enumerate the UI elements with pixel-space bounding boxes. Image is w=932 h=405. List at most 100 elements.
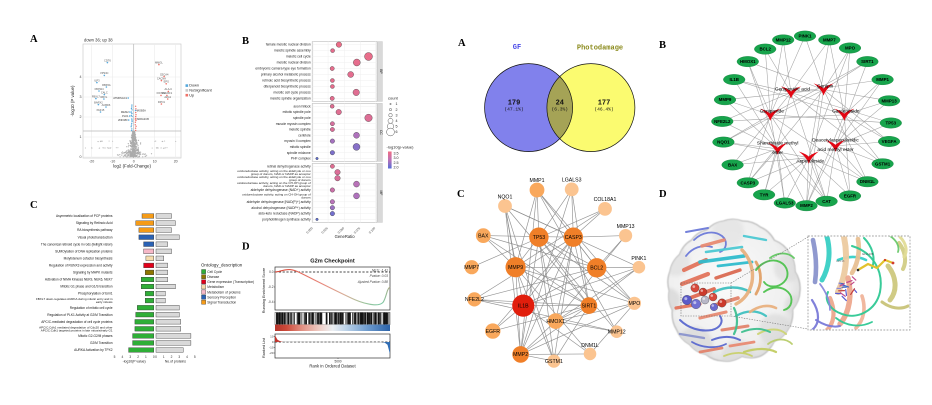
svg-text:mitotic spindle pole: mitotic spindle pole [283, 110, 311, 114]
svg-text:DNM1L: DNM1L [581, 343, 599, 349]
svg-text:Shanzhiside methyl: Shanzhiside methyl [757, 140, 799, 146]
svg-text:6: 6 [396, 130, 398, 134]
svg-text:MMP12: MMP12 [608, 330, 626, 336]
svg-text:3: 3 [80, 95, 82, 99]
svg-text:Running Enrichment Score: Running Enrichment Score [262, 268, 266, 313]
svg-text:EGFR: EGFR [486, 329, 501, 335]
svg-text:PAF15: PAF15 [97, 108, 105, 112]
svg-text:Ranked List: Ranked List [262, 337, 266, 358]
svg-text:Phosphorylation of Emi1: Phosphorylation of Emi1 [78, 292, 113, 296]
svg-text:CACNA: CACNA [157, 76, 166, 80]
svg-text:Photodamage: Photodamage [577, 45, 623, 53]
svg-text:CALC: CALC [101, 90, 108, 94]
svg-text:2: 2 [137, 355, 139, 359]
svg-text:PINK1: PINK1 [631, 256, 646, 262]
svg-text:1: 1 [396, 102, 398, 106]
svg-text:Sensory Perception: Sensory Perception [207, 295, 236, 299]
svg-text:1: 1 [145, 355, 147, 359]
svg-text:FBXL7: FBXL7 [92, 94, 100, 98]
svg-text:MMP2: MMP2 [513, 352, 528, 358]
svg-text:BAX: BAX [728, 162, 737, 167]
svg-text:ALA-C: ALA-C [165, 87, 173, 91]
svg-text:CECA4: CECA4 [160, 72, 169, 76]
svg-text:NFE2L2: NFE2L2 [714, 119, 731, 124]
svg-text:177: 177 [598, 100, 611, 108]
svg-text:MF: MF [379, 190, 383, 195]
svg-text:primary alcohol metabolic proc: primary alcohol metabolic process [261, 73, 311, 77]
svg-text:NQO1: NQO1 [717, 140, 730, 145]
svg-text:0.025: 0.025 [320, 226, 329, 235]
svg-text:porphobilinogen synthase activ: porphobilinogen synthase activity [262, 218, 311, 222]
svg-text:GLU-105: GLU-105 [862, 252, 874, 256]
svg-text:0.050: 0.050 [337, 226, 346, 235]
svg-text:D: D [242, 242, 250, 253]
svg-text:Regulation of mitotic cell cyc: Regulation of mitotic cell cycle [70, 306, 113, 310]
svg-text:group of donors, NAD or NADP a: group of donors, NAD or NADP as acceptor [251, 172, 311, 176]
svg-text:RBK5A: RBK5A [102, 83, 111, 87]
svg-text:4: 4 [80, 75, 82, 79]
svg-text:4: 4 [186, 355, 188, 359]
svg-text:MMP7: MMP7 [464, 265, 479, 271]
svg-text:B: B [659, 40, 666, 51]
svg-text:20: 20 [174, 160, 178, 164]
svg-text:NFE2L2: NFE2L2 [465, 297, 484, 303]
svg-text:GSTM1: GSTM1 [875, 161, 891, 166]
svg-text:PINK1: PINK1 [799, 34, 812, 39]
svg-text:(46.4%): (46.4%) [594, 107, 613, 113]
svg-text:HMOX1: HMOX1 [546, 319, 565, 325]
svg-text:FBXL7 down-regulates AURKA dur: FBXL7 down-regulates AURKA during mitoti… [36, 297, 113, 301]
svg-text:retinal dehydrogenase activity: retinal dehydrogenase activity [267, 164, 311, 168]
svg-text:axon hillock: axon hillock [293, 104, 311, 108]
svg-text:1: 1 [80, 135, 82, 139]
svg-text:diterpenoid biosynthetic proce: diterpenoid biosynthetic process [264, 85, 311, 89]
svg-text:count: count [388, 96, 399, 101]
svg-text:MPO: MPO [845, 46, 856, 51]
svg-text:MOB3A: MOB3A [137, 108, 146, 112]
svg-text:The canonical retinoid cycle i: The canonical retinoid cycle in rods (tw… [41, 242, 113, 246]
svg-text:3: 3 [129, 355, 131, 359]
svg-text:DNM1L: DNM1L [860, 179, 875, 184]
svg-text:Genipin: Genipin [817, 83, 834, 89]
svg-text:APC/C:Cdh1 mediated degradatio: APC/C:Cdh1 mediated degradation of Cdc20… [39, 325, 112, 329]
svg-text:2: 2 [171, 355, 173, 359]
svg-text:COL18A1: COL18A1 [594, 197, 617, 203]
svg-text:oxidoreductase activity, actin: oxidoreductase activity, acting on CH-OH… [242, 193, 311, 197]
svg-text:meiotic spindle organization: meiotic spindle organization [270, 97, 311, 101]
svg-text:MMP13: MMP13 [617, 224, 635, 230]
svg-text:oxidoreductase activity, actin: oxidoreductase activity, acting on the a… [237, 175, 311, 179]
svg-text:ZNF080: ZNF080 [118, 118, 128, 122]
svg-text:3: 3 [178, 355, 180, 359]
svg-text:FOXO1: FOXO1 [157, 91, 166, 95]
svg-text:Gene expression (Transcription: Gene expression (Transcription) [207, 280, 254, 284]
svg-text:down 36; up 38: down 36; up 38 [84, 38, 113, 43]
svg-text:FBXW4: FBXW4 [95, 87, 104, 91]
svg-text:A: A [30, 34, 38, 45]
svg-text:Metabolism of proteins: Metabolism of proteins [207, 290, 241, 294]
svg-text:IL1B: IL1B [729, 77, 739, 82]
svg-text:TYR: TYR [760, 192, 770, 197]
svg-text:2: 2 [80, 115, 82, 119]
svg-text:Signaling by Retinoic Acid: Signaling by Retinoic Acid [76, 221, 113, 225]
svg-text:5: 5 [194, 355, 196, 359]
svg-text:C: C [30, 200, 38, 211]
svg-text:Signaling by MAPK mutants: Signaling by MAPK mutants [73, 271, 113, 275]
svg-text:CAT: CAT [822, 199, 831, 204]
svg-text:3: 3 [396, 113, 398, 117]
svg-text:aldo-keto reductase (NADP) act: aldo-keto reductase (NADP) activity [258, 212, 311, 216]
svg-text:spindle pole: spindle pole [293, 116, 311, 120]
svg-text:LGALS3: LGALS3 [562, 178, 582, 184]
svg-text:Molybdenum cofactor biosynthes: Molybdenum cofactor biosynthesis [64, 256, 113, 260]
svg-text:179: 179 [508, 100, 521, 108]
svg-text:BAX: BAX [478, 233, 489, 239]
svg-text:BP: BP [379, 69, 383, 74]
svg-text:4: 4 [396, 119, 398, 123]
svg-text:0: 0 [80, 155, 82, 159]
svg-text:NQO1: NQO1 [498, 194, 513, 200]
svg-text:(6.3%): (6.3%) [552, 107, 569, 113]
svg-text:BARX2: BARX2 [94, 100, 103, 104]
svg-text:0: 0 [272, 340, 274, 344]
svg-text:10: 10 [270, 335, 274, 339]
svg-text:3.5: 3.5 [394, 152, 399, 156]
svg-text:acid methyl ester: acid methyl ester [817, 147, 854, 153]
svg-text:C: C [457, 189, 465, 200]
